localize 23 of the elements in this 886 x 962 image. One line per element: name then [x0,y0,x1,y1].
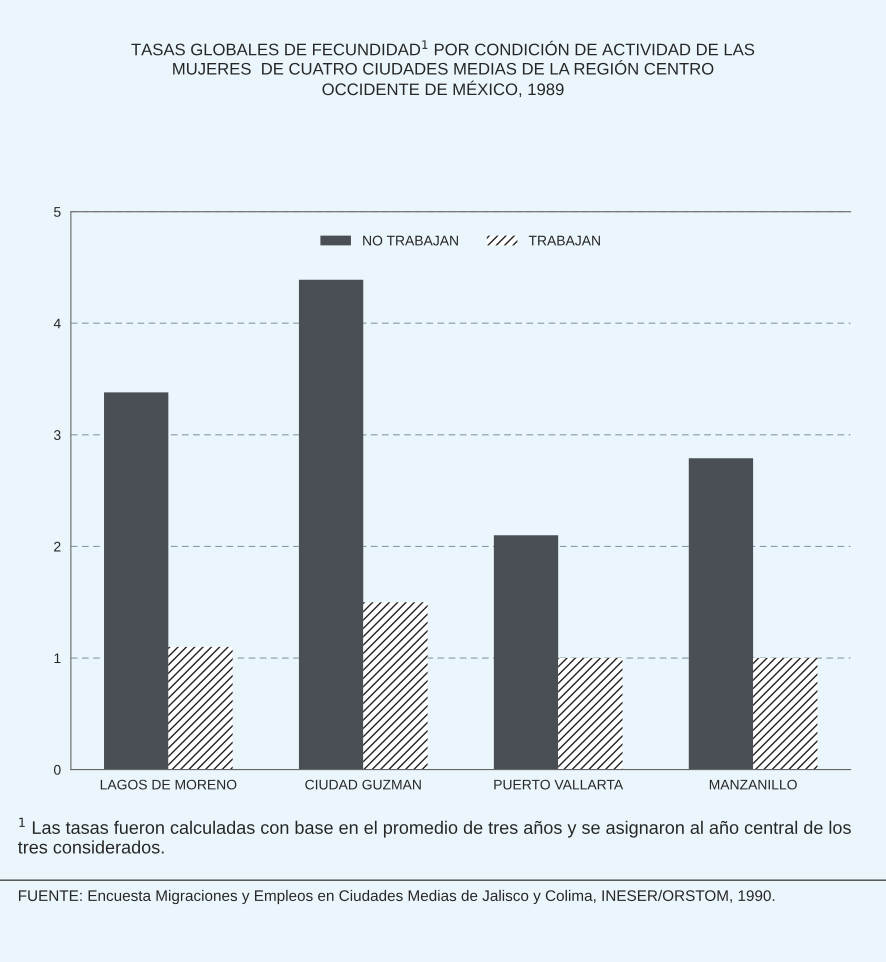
y-tick-label: 0 [54,764,61,775]
chart-title: TASAS GLOBALES DE FECUNDIDAD$^{1}$ POR CONDICIÓN DE ACTIVIDAD DE LAS MUJERES DE CUATRO CIUDADES MEDIAS DE LA REGIÓN CENTRO OCCIDENTE DE MÉXICO, 1989 [131,40,754,98]
y-tick-label: 4 [54,318,61,328]
bar [168,646,233,770]
y-tick-label: 2 [54,542,60,552]
bar [753,658,818,770]
x-tick-label: MANZANILLO [710,780,797,790]
x-tick-label: CIUDAD GUZMAN [305,780,421,790]
text: $^{1}$ Las tasas fueron calculadas con base en el promedio de tres años y se asignaron al año central de los tres considerados. [18,818,851,854]
bar [363,602,428,770]
bar [298,280,364,770]
legend-label: NO TRABAJAN [363,236,458,246]
y-tick-label: 5 [54,207,61,217]
bar [104,392,168,770]
source-note: FUENTE: Encuesta Migraciones y Empleos en Ciudades Medias de Jalisco y Colima, INESER/ORSTOM, 1990. [18,890,774,904]
legend-label: TRABAJAN [528,236,600,246]
x-tick-label: LAGOS DE MORENO [100,780,236,790]
y-tick-label: 1 [54,653,60,664]
x-tick-label: PUERTO VALLARTA [494,780,624,790]
bar [688,458,754,770]
bar [494,535,558,770]
y-tick-label: 3 [54,430,61,440]
bar [558,658,623,770]
